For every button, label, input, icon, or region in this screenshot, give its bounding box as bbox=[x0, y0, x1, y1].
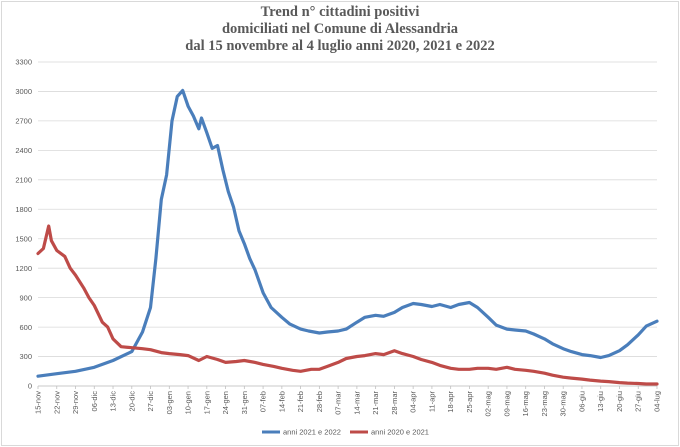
x-tick-label: 04-apr bbox=[409, 391, 418, 413]
y-tick-label: 900 bbox=[19, 293, 32, 302]
x-tick-label: 09-mag bbox=[502, 391, 511, 416]
x-tick-label: 24-gen bbox=[221, 391, 230, 414]
x-tick-label: 21-feb bbox=[296, 391, 305, 412]
legend-label: anni 2021 e 2022 bbox=[283, 428, 341, 437]
y-tick-label: 0 bbox=[28, 382, 32, 391]
x-tick-label: 03-gen bbox=[165, 391, 174, 414]
legend-label: anni 2020 e 2021 bbox=[371, 428, 429, 437]
chart-title-line-1: Trend n° cittadini positivi bbox=[260, 4, 420, 20]
series-line-2020-2021 bbox=[36, 224, 659, 386]
series-line-2021-2022 bbox=[36, 88, 659, 378]
legend: anni 2021 e 2022 anni 2020 e 2021 bbox=[262, 428, 429, 437]
y-tick-label: 2700 bbox=[15, 117, 32, 126]
x-tick-label: 13-dic bbox=[109, 391, 118, 412]
x-tick-label: 20-dic bbox=[127, 391, 136, 412]
x-tick-label: 04-lug bbox=[653, 391, 662, 412]
x-tick-label: 27-giu bbox=[634, 391, 643, 412]
x-tick-label: 14-feb bbox=[277, 391, 286, 412]
gridlines bbox=[38, 61, 657, 387]
x-tick-label: 02-mag bbox=[484, 391, 493, 416]
x-tick-label: 11-apr bbox=[427, 390, 436, 412]
x-tick-label: 15-nov bbox=[34, 391, 43, 414]
series-lines bbox=[36, 88, 659, 386]
y-tick-label: 300 bbox=[19, 352, 32, 361]
x-tick-label: 29-nov bbox=[71, 391, 80, 414]
x-tick-label: 17-gen bbox=[202, 391, 211, 414]
x-tick-label: 07-mar bbox=[334, 391, 343, 415]
y-tick-label: 1500 bbox=[15, 234, 32, 243]
x-tick-label: 20-giu bbox=[615, 391, 624, 412]
y-tick-label: 2400 bbox=[15, 146, 32, 155]
x-tick-label: 27-dic bbox=[146, 391, 155, 412]
x-tick-label: 10-gen bbox=[184, 391, 193, 414]
x-tick-label: 06-dic bbox=[90, 391, 99, 412]
chart-title-line-3: dal 15 novembre al 4 luglio anni 2020, 2… bbox=[185, 38, 495, 54]
x-tick-label: 22-nov bbox=[52, 391, 61, 414]
x-tick-label: 07-feb bbox=[259, 391, 268, 412]
y-tick-label: 1200 bbox=[15, 264, 32, 273]
x-tick-label: 25-apr bbox=[465, 391, 474, 413]
x-tick-label: 18-apr bbox=[446, 391, 455, 413]
x-tick-label: 16-mag bbox=[521, 391, 530, 416]
y-tick-label: 3300 bbox=[15, 58, 32, 67]
chart-title-line-2: domiciliati nel Comune di Alessandria bbox=[221, 21, 459, 37]
y-axis-ticks: 0 300 600 900 1200 1500 1800 2100 2400 2700 3000 33… bbox=[15, 58, 32, 391]
x-tick-label: 28-mar bbox=[390, 391, 399, 415]
x-tick-label: 23-mag bbox=[540, 391, 549, 416]
y-tick-label: 3000 bbox=[15, 87, 32, 96]
x-tick-label: 28-feb bbox=[315, 391, 324, 412]
chart-title: Trend n° cittadini positivi domiciliati … bbox=[0, 4, 680, 55]
x-tick-label: 31-gen bbox=[240, 391, 249, 414]
x-axis-ticks: 15-nov 22-nov 29-nov 06-dic 13-dic 20-dic 27-d… bbox=[34, 386, 662, 416]
x-tick-label: 14-mar bbox=[352, 391, 361, 415]
x-tick-label: 30-mag bbox=[559, 391, 568, 416]
x-tick-label: 06-giu bbox=[577, 391, 586, 412]
x-tick-label: 13-giu bbox=[596, 391, 605, 412]
x-tick-label: 21-mar bbox=[371, 391, 380, 415]
y-tick-label: 2100 bbox=[15, 176, 32, 185]
y-tick-label: 1800 bbox=[15, 205, 32, 214]
y-tick-label: 600 bbox=[19, 323, 32, 332]
